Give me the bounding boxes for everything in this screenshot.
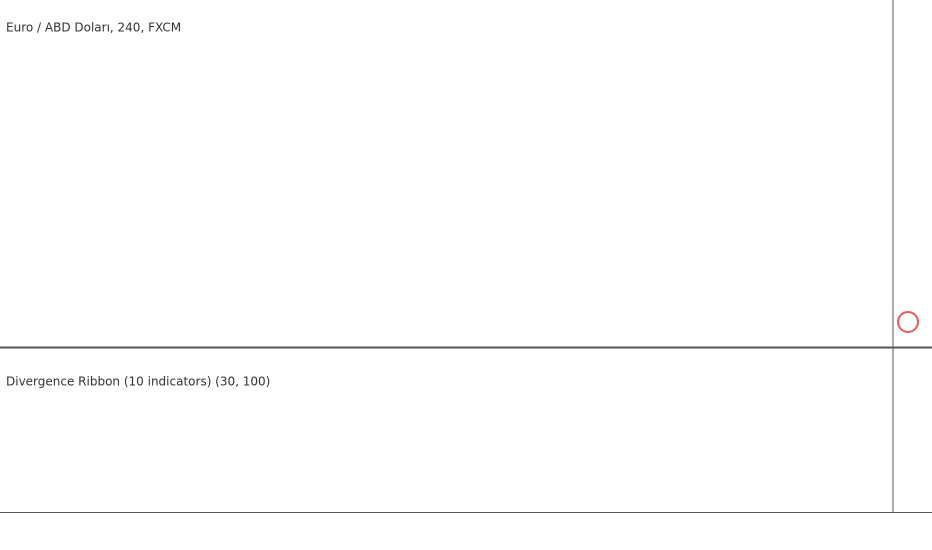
chart-title: Euro / ABD Doları, 240, FXCM bbox=[6, 21, 181, 35]
indicator-title: Divergence Ribbon (10 indicators) (30, 1… bbox=[6, 375, 270, 389]
logo bbox=[897, 311, 919, 333]
